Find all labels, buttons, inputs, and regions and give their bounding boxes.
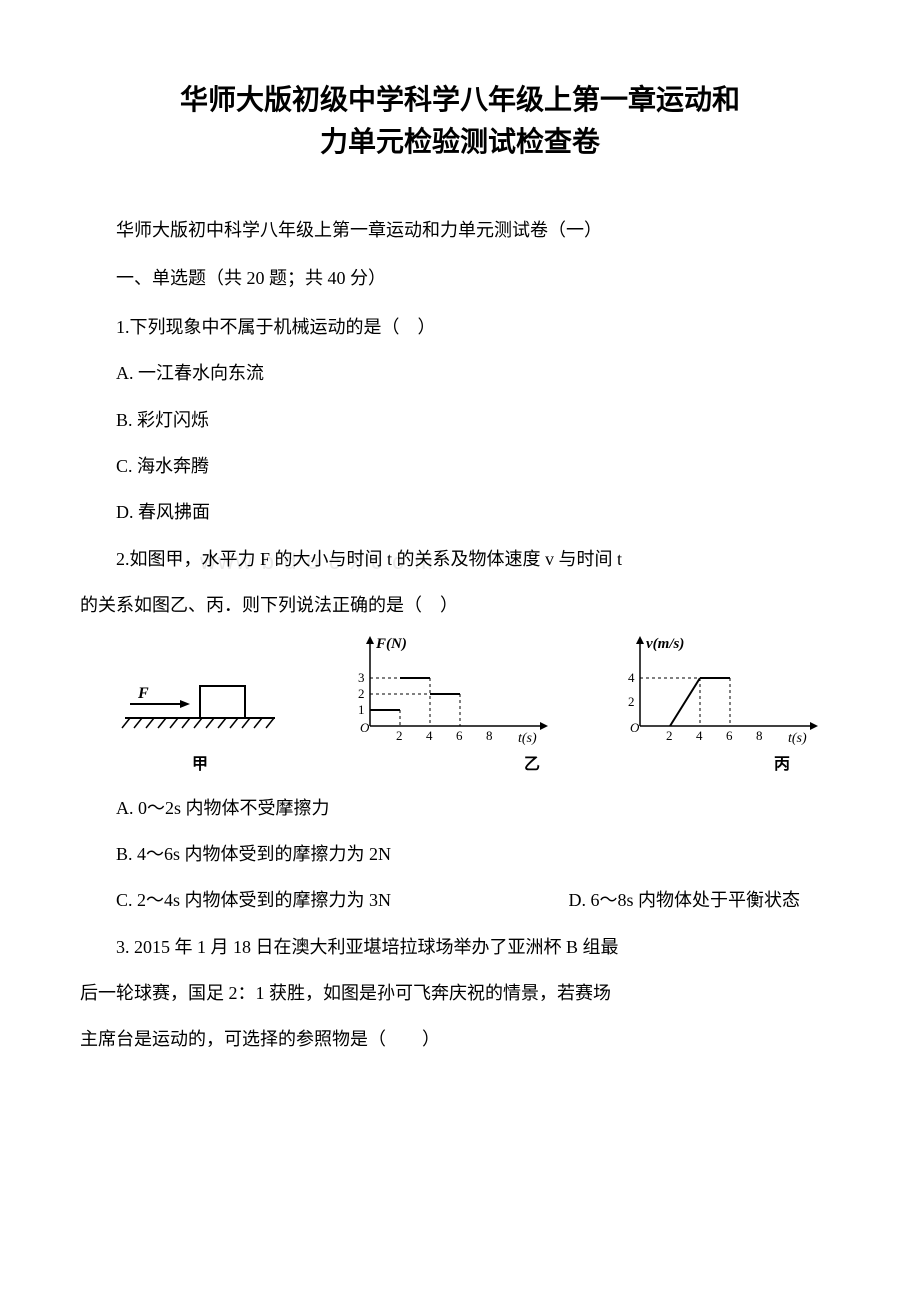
- title-line-1: 华师大版初级中学科学八年级上第一章运动和: [180, 85, 740, 116]
- q1-text: 1.下列现象中不属于机械运动的是（ ）: [80, 311, 840, 343]
- diagram-bing: v(m/s) t(s) O 2 4 2 4 6 8: [610, 636, 820, 774]
- diagram-yi-label: 乙: [524, 750, 540, 774]
- svg-text:O: O: [360, 720, 370, 735]
- svg-text:1: 1: [358, 702, 365, 717]
- diagram-jia-svg: F: [120, 676, 280, 746]
- svg-text:2: 2: [666, 728, 673, 743]
- q2-option-d: D. 6～8s 内物体处于平衡状态: [568, 884, 840, 916]
- q2-text-line2: 的关系如图乙、丙．则下列说法正确的是（ ）: [80, 589, 840, 621]
- diagram-jia: F 甲: [120, 676, 280, 774]
- svg-text:F(N): F(N): [375, 636, 407, 652]
- svg-text:2: 2: [628, 694, 635, 709]
- q3-text-line2: 后一轮球赛，国足 2：1 获胜，如图是孙可飞奔庆祝的情景，若赛场: [80, 977, 840, 1009]
- q1-option-c: C. 海水奔腾: [80, 450, 840, 482]
- title-line-2: 力单元检验测试检查卷: [320, 127, 600, 158]
- q2-option-c: C. 2～4s 内物体受到的摩擦力为 3N: [80, 884, 391, 916]
- svg-text:2: 2: [396, 728, 403, 743]
- svg-text:4: 4: [696, 728, 703, 743]
- q2-diagrams: F 甲 F(N: [120, 636, 840, 774]
- diagram-bing-label: 丙: [774, 750, 790, 774]
- svg-text:6: 6: [726, 728, 733, 743]
- q3-text-line3: 主席台是运动的，可选择的参照物是（ ）: [80, 1023, 840, 1055]
- q2-option-b: B. 4～6s 内物体受到的摩擦力为 2N: [80, 838, 840, 870]
- q3-text-line1: 3. 2015 年 1 月 18 日在澳大利亚堪培拉球场举办了亚洲杯 B 组最: [80, 931, 840, 963]
- section-1-header: 一、单选题（共 20 题；共 40 分）: [80, 262, 840, 294]
- diagram-yi-svg: F(N) t(s) O 1 2 3 2 4 6 8: [340, 636, 550, 746]
- q2-text-line1: 2.如图甲，水平力 F 的大小与时间 t 的关系及物体速度 v 与时间 t: [80, 543, 840, 575]
- document-title: 华师大版初级中学科学八年级上第一章运动和 力单元检验测试检查卷: [80, 80, 840, 164]
- svg-text:8: 8: [486, 728, 493, 743]
- svg-text:8: 8: [756, 728, 763, 743]
- q2-option-a: A. 0～2s 内物体不受摩擦力: [80, 792, 840, 824]
- q1-option-d: D. 春风拂面: [80, 496, 840, 528]
- diagram-yi: F(N) t(s) O 1 2 3 2 4 6 8: [340, 636, 550, 774]
- svg-text:O: O: [630, 720, 640, 735]
- subtitle: 华师大版初中科学八年级上第一章运动和力单元测试卷（一）: [80, 214, 840, 246]
- svg-text:t(s): t(s): [518, 731, 537, 746]
- force-label-text: F: [137, 685, 149, 702]
- svg-text:6: 6: [456, 728, 463, 743]
- svg-text:v(m/s): v(m/s): [646, 636, 684, 652]
- q2-option-cd-row: C. 2～4s 内物体受到的摩擦力为 3N D. 6～8s 内物体处于平衡状态: [80, 884, 840, 916]
- page: 华师大版初级中学科学八年级上第一章运动和 力单元检验测试检查卷 华师大版初中科学…: [80, 80, 840, 1056]
- svg-text:t(s): t(s): [788, 731, 807, 746]
- svg-text:2: 2: [358, 686, 365, 701]
- q1-option-a: A. 一江春水向东流: [80, 357, 840, 389]
- svg-text:3: 3: [358, 670, 365, 685]
- diagram-bing-svg: v(m/s) t(s) O 2 4 2 4 6 8: [610, 636, 820, 746]
- diagram-jia-label: 甲: [192, 750, 208, 774]
- svg-text:4: 4: [628, 670, 635, 685]
- q1-option-b: B. 彩灯闪烁: [80, 404, 840, 436]
- svg-text:4: 4: [426, 728, 433, 743]
